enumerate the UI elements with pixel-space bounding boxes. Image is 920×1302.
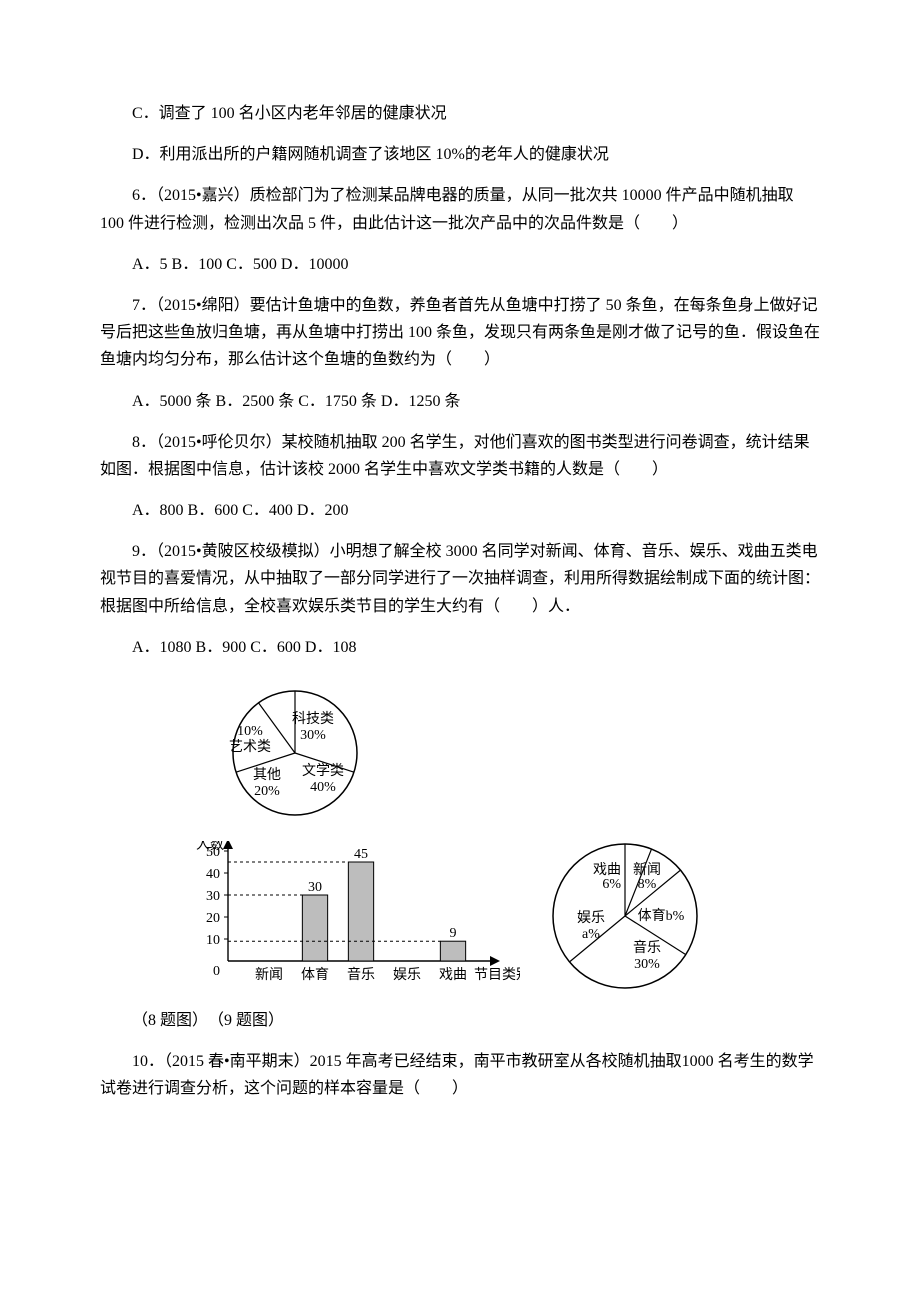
svg-text:科技类: 科技类 [292,711,334,727]
svg-text:45: 45 [354,847,368,862]
q9-stem: 9．（2015•黄陂区校级模拟）小明想了解全校 3000 名同学对新闻、体育、音… [100,538,820,620]
svg-text:音乐: 音乐 [347,966,375,983]
q6-options: A．5 B．100 C．500 D．10000 [100,251,820,278]
pie-chart-q8: 科技类30% 10%艺术类其他20% 文学类40% [190,675,410,835]
svg-text:40%: 40% [310,780,336,795]
q8-options: A．800 B．600 C．400 D．200 [100,497,820,524]
svg-text:20%: 20% [254,784,280,799]
svg-text:戏曲: 戏曲 [593,862,621,878]
svg-text:30: 30 [206,889,220,904]
q7-options: A．5000 条 B．2500 条 C．1750 条 D．1250 条 [100,388,820,415]
svg-text:40: 40 [206,867,220,882]
q10-stem: 10．（2015 春•南平期末）2015 年高考已经结束，南平市教研室从各校随机… [100,1048,820,1102]
svg-text:8%: 8% [638,877,657,892]
svg-text:艺术类: 艺术类 [229,739,271,755]
svg-text:30: 30 [308,880,322,895]
svg-text:文学类: 文学类 [302,763,344,779]
pie-chart-q9: 戏曲6% 新闻8% 体育b% 音乐30% 娱乐a% [530,841,730,1001]
svg-text:其他: 其他 [253,767,281,783]
q9-options: A．1080 B．900 C．600 D．108 [100,634,820,661]
svg-text:a%: a% [582,927,600,942]
svg-text:10%: 10% [237,724,263,739]
svg-text:娱乐: 娱乐 [393,967,421,983]
svg-text:体育: 体育 [301,967,329,983]
q7-stem: 7．（2015•绵阳）要估计鱼塘中的鱼数，养鱼者首先从鱼塘中打捞了 50 条鱼，… [100,292,820,374]
svg-text:30%: 30% [634,957,660,972]
svg-text:20: 20 [206,911,220,926]
figure-caption-8-9: （8 题图） （9 题图） [100,1007,820,1034]
bar-chart-q9: 人数节目类别01020304050新闻体育30音乐45娱乐戏曲9 [190,841,520,1001]
svg-text:新闻: 新闻 [255,967,283,983]
svg-text:体育b%: 体育b% [638,908,685,924]
svg-text:音乐: 音乐 [633,939,661,956]
svg-text:新闻: 新闻 [633,862,661,878]
q8-stem: 8．（2015•呼伦贝尔）某校随机抽取 200 名学生，对他们喜欢的图书类型进行… [100,429,820,483]
svg-text:娱乐: 娱乐 [577,910,605,926]
figures-block: 科技类30%10%艺术类其他20%文学类40% 人数节目类别0102030405… [190,675,820,1001]
svg-text:戏曲: 戏曲 [439,967,467,983]
svg-text:节目类别: 节目类别 [474,967,520,983]
svg-text:9: 9 [450,926,457,941]
svg-text:50: 50 [206,845,220,860]
q5-option-d: D．利用派出所的户籍网随机调查了该地区 10%的老年人的健康状况 [100,141,820,168]
svg-text:30%: 30% [300,728,326,743]
q5-option-c: C．调查了 100 名小区内老年邻居的健康状况 [100,100,820,127]
svg-text:10: 10 [206,933,220,948]
svg-text:6%: 6% [602,877,621,892]
svg-text:0: 0 [213,964,220,979]
q6-stem: 6．（2015•嘉兴）质检部门为了检测某品牌电器的质量，从同一批次共 10000… [100,182,820,236]
